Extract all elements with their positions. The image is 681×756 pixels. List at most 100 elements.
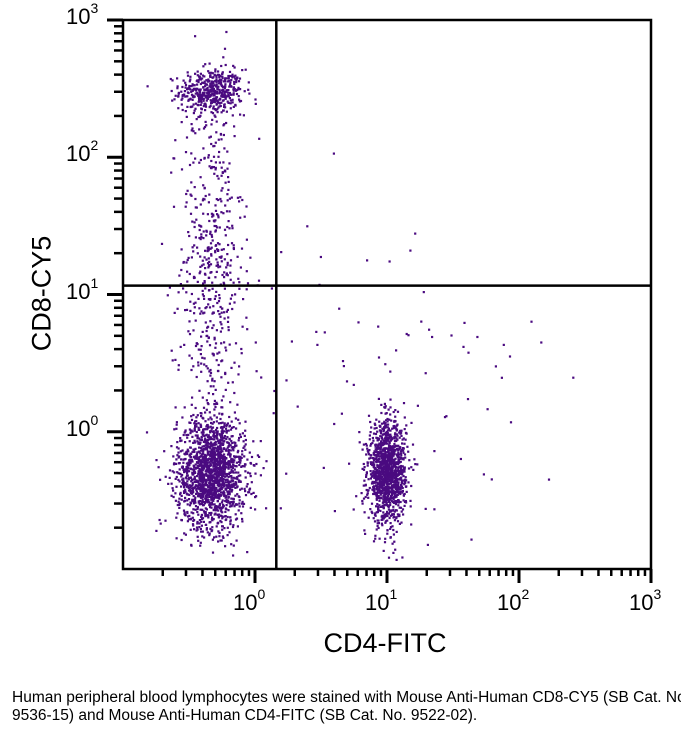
data-point	[202, 97, 205, 101]
data-point	[379, 490, 382, 493]
data-point	[228, 97, 231, 100]
data-point	[180, 439, 183, 442]
data-point	[229, 259, 233, 262]
data-point	[378, 470, 381, 473]
data-point	[214, 494, 217, 497]
data-point	[206, 531, 209, 534]
data-point	[201, 464, 204, 467]
data-point	[197, 441, 200, 444]
data-point	[393, 459, 396, 462]
data-point	[211, 239, 214, 242]
data-point	[202, 466, 205, 470]
data-point	[188, 234, 191, 238]
data-point	[214, 68, 217, 71]
data-point	[386, 510, 389, 513]
data-point	[364, 442, 368, 446]
data-point	[386, 498, 389, 501]
data-point	[210, 111, 213, 114]
data-point	[219, 442, 222, 445]
data-point	[193, 306, 196, 309]
data-point	[191, 499, 194, 503]
data-point	[221, 413, 224, 416]
data-point	[242, 298, 245, 301]
data-point	[199, 103, 202, 106]
data-point	[390, 469, 393, 472]
data-point	[195, 420, 198, 423]
data-point	[211, 422, 214, 425]
data-point	[184, 468, 187, 471]
data-point	[213, 408, 216, 411]
data-point	[333, 510, 336, 513]
data-point	[241, 520, 244, 523]
data-point	[209, 320, 212, 323]
data-point	[369, 420, 372, 424]
data-point	[186, 510, 189, 514]
data-point	[400, 429, 403, 432]
data-point	[367, 489, 370, 492]
data-point	[376, 446, 379, 449]
data-point	[378, 499, 381, 502]
data-point	[201, 430, 205, 433]
data-point	[222, 447, 226, 450]
data-point	[220, 455, 223, 458]
data-point	[218, 297, 221, 300]
data-point	[216, 483, 219, 486]
data-point	[377, 452, 380, 455]
data-point	[219, 422, 222, 425]
data-point	[221, 469, 224, 472]
data-point	[200, 520, 203, 523]
data-point	[217, 70, 220, 73]
data-point	[218, 473, 221, 477]
data-point	[199, 93, 202, 96]
data-point	[198, 495, 201, 498]
data-point	[390, 419, 393, 422]
data-point	[393, 420, 396, 423]
data-point	[405, 490, 408, 493]
data-point	[220, 457, 223, 460]
data-point	[199, 114, 202, 117]
data-point	[394, 435, 397, 438]
data-point	[217, 540, 220, 543]
data-point	[175, 462, 178, 465]
data-point	[195, 526, 199, 529]
data-point	[234, 444, 237, 447]
data-point	[482, 473, 485, 476]
data-point	[215, 225, 218, 228]
data-point	[186, 493, 189, 496]
data-point	[205, 495, 208, 498]
data-point	[231, 525, 235, 529]
data-point	[213, 73, 216, 76]
data-point	[201, 460, 204, 463]
data-point	[216, 426, 219, 430]
data-point	[207, 89, 210, 92]
data-point	[226, 453, 230, 456]
data-point	[241, 505, 245, 508]
data-point	[394, 474, 397, 477]
data-point	[213, 414, 216, 417]
data-point	[212, 145, 215, 148]
data-point	[375, 478, 378, 481]
data-point	[232, 461, 235, 464]
data-point	[375, 487, 378, 491]
data-point	[226, 150, 229, 153]
data-point	[225, 425, 228, 428]
data-point	[388, 482, 391, 486]
data-point	[221, 88, 224, 91]
data-point	[212, 463, 215, 466]
data-point	[180, 90, 183, 93]
data-point	[233, 135, 236, 138]
data-point	[188, 320, 191, 323]
data-point	[187, 498, 191, 501]
data-point	[198, 492, 201, 495]
data-point	[213, 487, 216, 490]
data-point	[246, 282, 250, 285]
data-point	[182, 483, 185, 486]
data-point	[249, 256, 252, 259]
data-point	[215, 480, 218, 483]
data-point	[407, 467, 411, 470]
data-point	[222, 161, 225, 164]
data-point	[202, 65, 205, 68]
data-point	[385, 442, 388, 445]
data-point	[243, 215, 246, 218]
data-point	[381, 475, 384, 479]
